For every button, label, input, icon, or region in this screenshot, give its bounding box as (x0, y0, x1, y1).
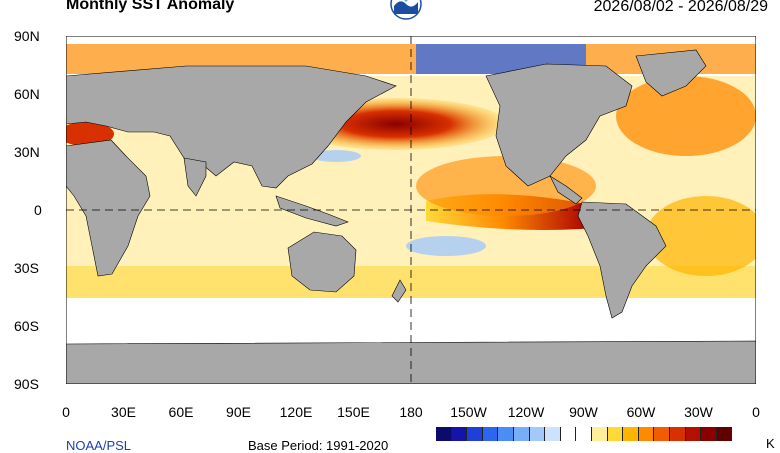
x-tick-label: 60W (626, 404, 656, 420)
south-pacific-cold (406, 236, 486, 256)
india (183, 157, 207, 197)
south-atlantic-warm (646, 196, 756, 276)
australia (287, 231, 357, 293)
x-tick-label: 120W (507, 404, 545, 420)
x-tick-label: 90E (226, 404, 251, 420)
colorbar-swatch (685, 427, 702, 441)
colorbar-swatch (529, 427, 546, 441)
mediterranean-warm (66, 122, 114, 146)
x-tick-label: 150E (337, 404, 370, 420)
x-tick-label: 60E (168, 404, 194, 420)
colorbar-swatch (716, 427, 733, 441)
map-title: Monthly SST Anomaly (66, 0, 235, 13)
colorbar-swatch (638, 427, 655, 441)
new-zealand (391, 279, 407, 303)
colorbar-swatch (451, 427, 468, 441)
colorbar-swatch (467, 427, 483, 441)
colorbar-swatch (560, 427, 577, 441)
y-tick-label: 90N (14, 28, 40, 44)
x-tick-label: 180 (399, 404, 423, 420)
x-tick-label: 30W (684, 404, 713, 420)
y-tick-label: 30S (14, 260, 39, 276)
x-tick-label: 120E (279, 404, 313, 420)
north-america (485, 63, 633, 187)
greenland (635, 49, 707, 97)
y-tick-label: 0 (34, 202, 42, 218)
date-range: 2026/08/02 - 2026/08/29 (593, 0, 768, 15)
colorbar-swatch (669, 427, 686, 441)
x-tick-label: 150W (450, 404, 487, 420)
maritime-continent (275, 195, 349, 227)
colorbar-swatch (701, 427, 717, 441)
colorbar-swatch (654, 427, 670, 441)
colorbar-swatch (591, 427, 608, 441)
colorbar-swatch (498, 427, 514, 441)
colorbar-swatch (576, 427, 592, 441)
y-tick-label: 60S (14, 318, 39, 334)
west-pacific-cold (311, 150, 361, 162)
y-tick-label: 90S (14, 376, 39, 392)
x-tick-label: 90W (569, 404, 598, 420)
sst-anomaly-map (66, 36, 756, 384)
eurasia (66, 65, 397, 189)
colorbar-swatch (623, 427, 639, 441)
colorbar-swatch (482, 427, 499, 441)
x-tick-label: 30E (111, 404, 136, 420)
colorbar-swatch (607, 427, 624, 441)
x-tick-label: 0 (752, 404, 760, 420)
colorbar-swatch (513, 427, 530, 441)
unit-marker: K (766, 436, 775, 451)
south-america (577, 201, 667, 319)
colorbar (436, 427, 733, 441)
central-america (549, 175, 583, 205)
colorbar-swatch (436, 427, 452, 441)
africa (66, 139, 151, 277)
y-tick-label: 60N (14, 86, 40, 102)
colorbar-swatch (545, 427, 561, 441)
noaa-logo-icon (390, 0, 422, 20)
x-tick-label: 0 (62, 404, 70, 420)
north-atlantic-warm (616, 76, 756, 156)
y-tick-label: 30N (14, 144, 40, 160)
